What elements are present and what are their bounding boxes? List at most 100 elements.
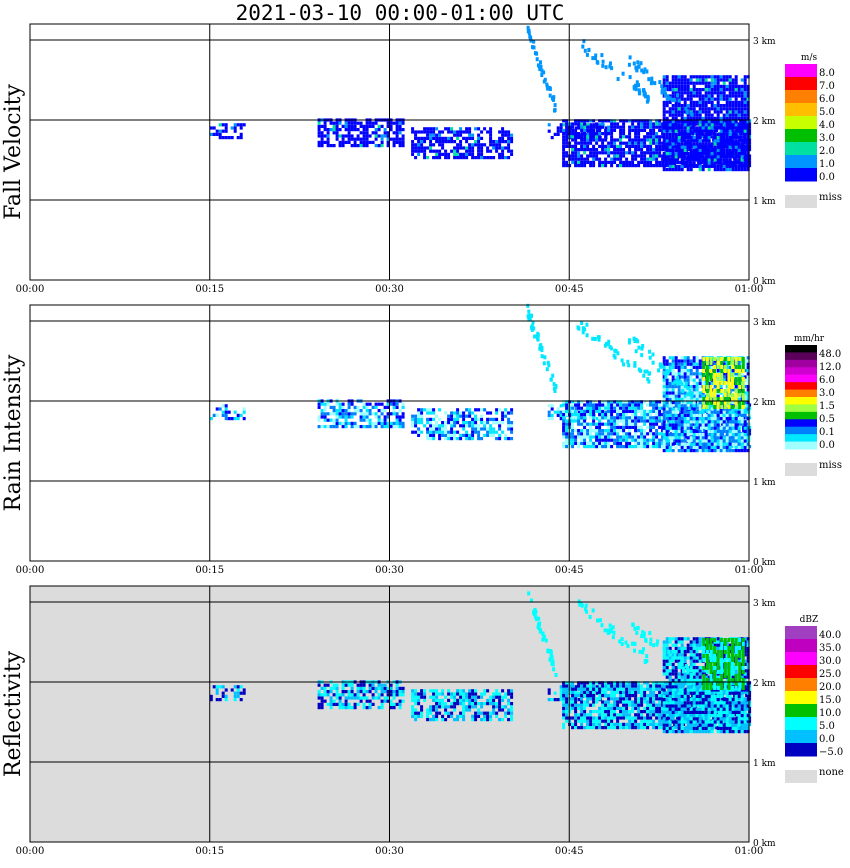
echo-cell bbox=[719, 168, 723, 172]
echo-cell bbox=[689, 417, 693, 421]
echo-cell bbox=[722, 378, 726, 382]
echo-cell bbox=[444, 156, 448, 160]
echo-cell bbox=[683, 423, 687, 427]
echo-cell bbox=[224, 123, 228, 127]
echo-cell bbox=[350, 686, 354, 690]
echo-cell bbox=[683, 110, 687, 114]
echo-cell bbox=[668, 94, 672, 98]
echo-cell bbox=[459, 689, 463, 693]
echo-cell bbox=[728, 100, 732, 104]
echo-cell bbox=[468, 133, 472, 137]
echo-cell bbox=[698, 91, 702, 95]
echo-cell bbox=[743, 139, 747, 143]
echo-cell bbox=[401, 693, 405, 697]
echo-cell bbox=[565, 409, 569, 413]
echo-cell bbox=[526, 314, 530, 319]
echo-cell bbox=[601, 416, 605, 420]
echo-cell bbox=[492, 156, 496, 160]
echo-cell bbox=[692, 88, 696, 92]
echo-cell bbox=[622, 435, 626, 439]
echo-cell bbox=[474, 705, 478, 709]
echo-cell bbox=[574, 160, 578, 164]
echo-cell bbox=[341, 137, 345, 141]
echo-cell bbox=[380, 421, 384, 425]
echo-cell bbox=[592, 123, 596, 127]
echo-cell bbox=[571, 429, 575, 433]
echo-cell bbox=[731, 100, 735, 104]
echo-cell bbox=[713, 136, 717, 140]
echo-cell bbox=[616, 419, 620, 423]
echo-cell bbox=[692, 449, 696, 453]
echo-cell bbox=[604, 135, 608, 139]
echo-cell bbox=[740, 129, 744, 133]
echo-cell bbox=[707, 145, 711, 149]
echo-cell bbox=[640, 138, 644, 142]
echo-cell bbox=[710, 413, 714, 417]
echo-cell bbox=[646, 416, 650, 420]
echo-cell bbox=[371, 425, 375, 429]
echo-cell bbox=[695, 132, 699, 136]
echo-cell bbox=[695, 449, 699, 453]
echo-cell bbox=[356, 134, 360, 138]
echo-cell bbox=[571, 445, 575, 449]
echo-cell bbox=[652, 132, 656, 136]
echo-cell bbox=[341, 706, 345, 710]
echo-cell bbox=[686, 413, 690, 417]
echo-cell bbox=[677, 420, 681, 424]
colorbar-swatch bbox=[785, 434, 817, 443]
echo-cell bbox=[598, 425, 602, 429]
echo-cell bbox=[723, 397, 727, 401]
echo-cell bbox=[686, 97, 690, 101]
echo-cell bbox=[686, 392, 690, 397]
echo-cell bbox=[674, 158, 678, 162]
echo-cell bbox=[601, 151, 605, 155]
echo-cell bbox=[592, 148, 596, 152]
echo-cell bbox=[362, 418, 366, 422]
echo-cell bbox=[741, 389, 745, 393]
echo-cell bbox=[637, 445, 641, 449]
echo-cell bbox=[655, 435, 659, 439]
echo-cell bbox=[432, 433, 436, 437]
echo-cell bbox=[224, 407, 228, 411]
echo-cell bbox=[713, 129, 717, 133]
echo-cell bbox=[680, 164, 684, 168]
echo-cell bbox=[616, 125, 620, 129]
echo-cell bbox=[332, 131, 336, 135]
echo-cell bbox=[335, 131, 339, 135]
echo-cell bbox=[731, 148, 735, 152]
echo-cell bbox=[737, 84, 741, 88]
echo-cell bbox=[432, 130, 436, 134]
echo-cell bbox=[580, 125, 584, 129]
echo-cell bbox=[686, 139, 690, 143]
echo-cell bbox=[731, 155, 735, 159]
echo-cell bbox=[701, 107, 705, 111]
echo-cell bbox=[665, 142, 669, 146]
echo-cell bbox=[556, 126, 560, 130]
echo-cell bbox=[571, 435, 575, 439]
echo-cell bbox=[480, 130, 484, 134]
echo-cell bbox=[743, 164, 747, 168]
echo-cell bbox=[725, 362, 729, 366]
echo-cell bbox=[710, 100, 714, 104]
echo-cell bbox=[743, 375, 747, 379]
echo-cell bbox=[734, 81, 738, 85]
echo-cell bbox=[698, 445, 702, 449]
echo-cell bbox=[637, 154, 641, 158]
echo-cell bbox=[728, 423, 732, 427]
echo-cell bbox=[658, 413, 662, 417]
echo-cell bbox=[713, 357, 717, 361]
echo-cell bbox=[737, 91, 741, 95]
echo-cell bbox=[468, 152, 472, 156]
echo-cell bbox=[365, 140, 369, 144]
echo-cell bbox=[426, 421, 430, 425]
echo-cell bbox=[386, 693, 390, 697]
echo-cell bbox=[441, 130, 445, 134]
echo-cell bbox=[592, 413, 596, 417]
echo-cell bbox=[701, 158, 705, 162]
echo-cell bbox=[365, 134, 369, 138]
echo-cell bbox=[335, 415, 339, 419]
echo-cell bbox=[224, 688, 228, 692]
echo-cell bbox=[743, 94, 747, 98]
echo-cell bbox=[719, 145, 723, 149]
echo-cell bbox=[686, 386, 690, 390]
